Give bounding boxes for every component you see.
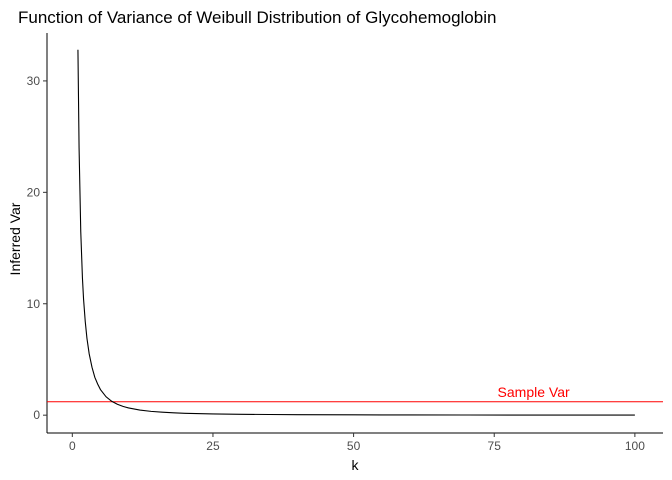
y-tick-label-10: 10 xyxy=(27,297,41,311)
y-tick-label-0: 0 xyxy=(33,408,40,422)
y-tick-label-20: 20 xyxy=(27,185,41,199)
x-tick-label-25: 25 xyxy=(206,439,220,453)
x-tick-label-0: 0 xyxy=(69,439,76,453)
series-line-0 xyxy=(77,49,635,416)
chart-title: Function of Variance of Weibull Distribu… xyxy=(18,8,496,27)
x-tick-label-100: 100 xyxy=(625,439,645,453)
plot-area: 0 25 50 75 100 0 10 20 30 Sample Var xyxy=(27,33,663,453)
x-axis-title: k xyxy=(352,457,360,473)
y-tick-label-30: 30 xyxy=(27,74,41,88)
x-tick-label-50: 50 xyxy=(347,439,361,453)
x-tick-label-75: 75 xyxy=(488,439,502,453)
y-axis-title: Inferred Var xyxy=(7,202,23,275)
reference-line-label: Sample Var xyxy=(498,384,570,400)
